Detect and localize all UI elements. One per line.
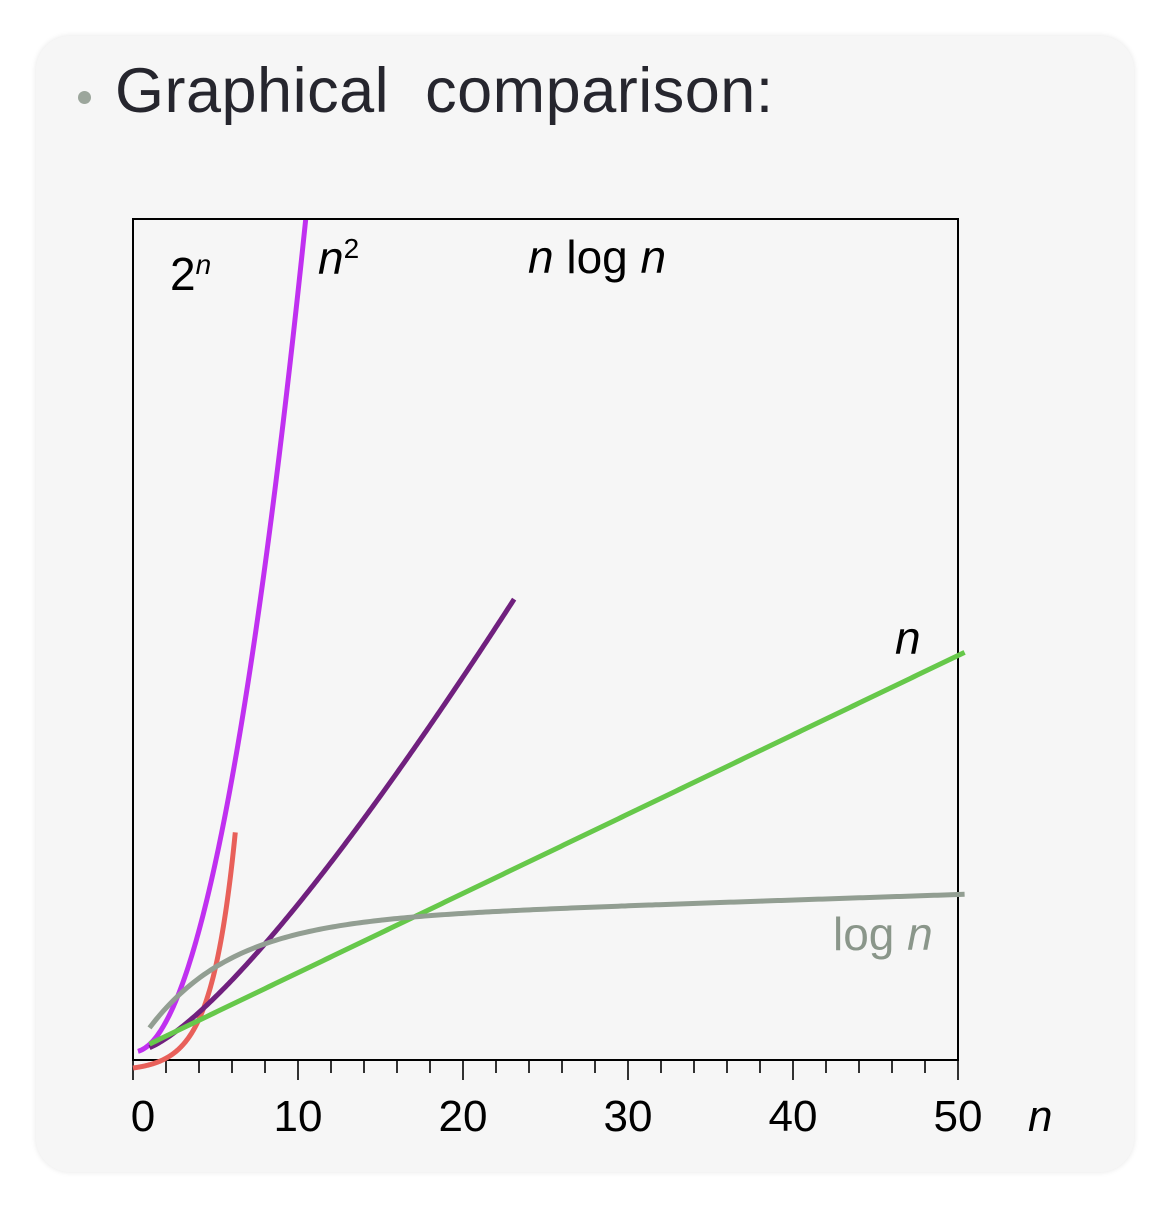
x-axis-ticks (132, 1060, 959, 1080)
series-label-n-squared: n2 (318, 232, 359, 284)
slide-card (36, 36, 1134, 1172)
series-label-log-n: log n (833, 908, 933, 960)
plot-frame (132, 218, 959, 1061)
x-tick-labels: 0 10 20 30 40 50 (131, 1092, 983, 1141)
series-label-n-log-n: n log n (528, 231, 666, 283)
series-line-log (147, 891, 965, 1030)
x-tick-label: 0 (131, 1092, 155, 1141)
series-label-n: n (895, 612, 921, 664)
series-line-lin (148, 650, 966, 1047)
series-label-2n: 2n (170, 248, 211, 300)
x-tick-label: 40 (769, 1092, 818, 1141)
x-tick-label: 20 (439, 1092, 488, 1141)
series-line-nlogn (148, 597, 517, 1051)
bullet-dot (78, 91, 91, 104)
slide-bullet-text: Graphical comparison: (115, 56, 774, 126)
series-line-sq (136, 220, 309, 1054)
series-line-exp (130, 832, 238, 1071)
series-lines (130, 220, 966, 1071)
x-tick-label: 30 (604, 1092, 653, 1141)
x-tick-label: 50 (934, 1092, 983, 1141)
x-axis-label: n (1028, 1092, 1052, 1141)
x-tick-label: 10 (274, 1092, 323, 1141)
